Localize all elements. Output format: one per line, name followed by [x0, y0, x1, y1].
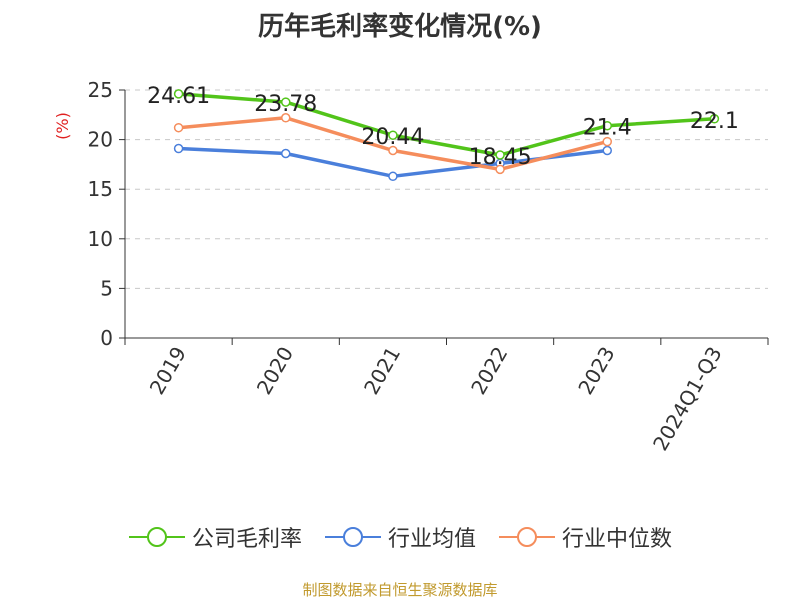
x-tick-label: 2022: [466, 343, 512, 399]
data-point: [173, 89, 184, 99]
data-point: [602, 136, 612, 147]
y-tick-label: 15: [88, 177, 113, 201]
legend-circle: [342, 527, 363, 547]
x-tick-label: 2020: [252, 343, 298, 399]
source-note: 制图数据来自恒生聚源数据库: [302, 581, 498, 599]
data-point: [602, 120, 612, 131]
y-tick-label: 5: [100, 276, 113, 300]
legend-label: 行业中位数: [562, 527, 673, 552]
data-point: [281, 97, 291, 107]
data-labels: 24.61 23.78 20.44 18.45 21.4 22.1: [147, 84, 739, 170]
data-point: [602, 145, 612, 156]
data-label: 20.44: [361, 125, 424, 150]
series-lines: [173, 89, 720, 182]
legend-item[interactable]: 行业中位数: [498, 521, 672, 553]
legend-label: 公司毛利率: [191, 527, 302, 552]
x-tick-label: 2019: [145, 343, 191, 399]
legend-circle: [146, 527, 167, 547]
y-tick-label: 0: [100, 326, 113, 350]
legend: 公司毛利率 行业均值 行业中位数: [0, 520, 800, 554]
x-tick-label: 2021: [359, 343, 405, 399]
legend-marker-icon: [499, 527, 555, 547]
data-point: [173, 122, 184, 133]
data-label: 21.4: [583, 116, 632, 141]
data-point: [281, 113, 291, 123]
data-point: [495, 150, 505, 160]
y-axis-label: (%): [53, 112, 72, 140]
data-point: [709, 114, 720, 124]
legend-item[interactable]: 公司毛利率: [128, 521, 302, 553]
legend-marker-icon: [128, 527, 185, 547]
y-tick-label: 25: [88, 78, 113, 102]
data-point: [388, 145, 398, 156]
x-tick-label: 2023: [573, 343, 619, 399]
data-label: 24.61: [147, 84, 210, 109]
x-tick-label: 2024Q1-Q3: [648, 343, 727, 455]
legend-marker-icon: [324, 527, 381, 547]
data-label: 23.78: [254, 92, 317, 117]
legend-item[interactable]: 行业均值: [324, 521, 476, 553]
series-line: [176, 92, 717, 157]
data-label: 18.45: [469, 145, 532, 170]
legend-label: 行业均值: [387, 527, 476, 552]
data-point: [281, 148, 291, 159]
data-point: [495, 164, 505, 175]
chart-title: 历年毛利率变化情况(%): [258, 12, 542, 42]
y-tick-label: 20: [88, 128, 113, 152]
grid-lines: [125, 89, 768, 289]
legend-circle: [517, 527, 537, 547]
data-point: [388, 171, 398, 182]
data-label: 22.1: [690, 109, 739, 134]
data-point: [388, 130, 398, 140]
y-tick-label: 10: [88, 227, 113, 251]
data-point: [173, 143, 184, 154]
